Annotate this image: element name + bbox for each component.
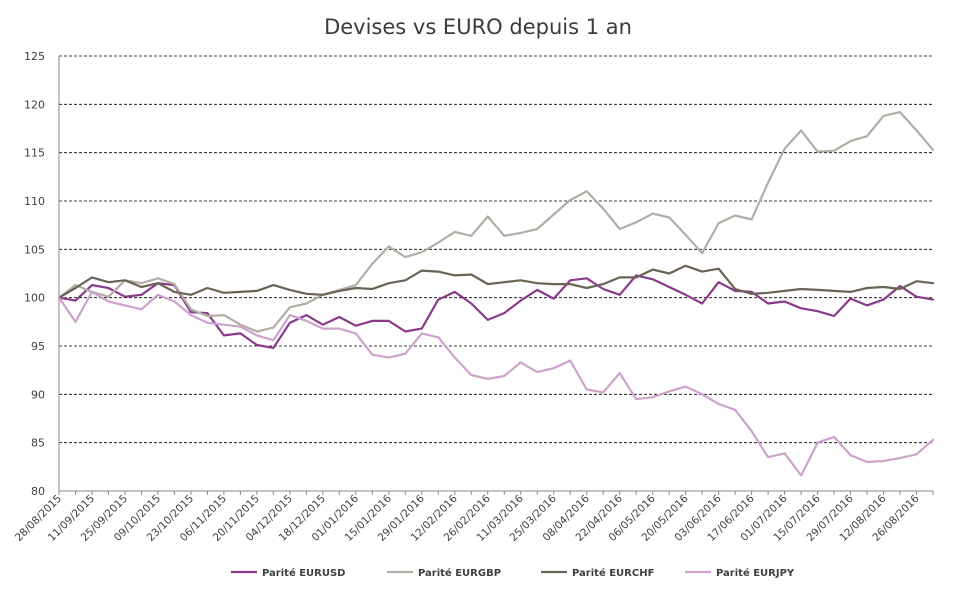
legend-label: Parité EURGBP — [418, 567, 501, 579]
y-axis: 80 85 90 95 100 105 110 115 120 125 — [24, 50, 45, 498]
y-tick-label: 110 — [24, 195, 45, 208]
y-tick-label: 125 — [24, 50, 45, 63]
y-tick-label: 95 — [31, 340, 45, 353]
legend-label: Parité EURCHF — [572, 567, 654, 579]
series-line-parité-eurchf — [57, 264, 935, 299]
y-tick-label: 105 — [24, 243, 45, 256]
series-line-parité-eurjpy — [57, 290, 935, 477]
legend-label: Parité EURJPY — [716, 567, 795, 579]
x-axis: 28/08/201511/09/201525/09/201509/10/2015… — [13, 491, 934, 544]
series-line-parité-eurgbp — [57, 111, 935, 333]
y-tick-label: 115 — [24, 147, 45, 160]
legend: Parité EURUSD Parité EURGBP Parité EURCHF P… — [231, 567, 795, 579]
series-lines — [57, 111, 935, 477]
legend-label: Parité EURUSD — [262, 567, 346, 579]
y-tick-label: 100 — [24, 292, 45, 305]
gridlines — [58, 55, 933, 492]
y-tick-label: 85 — [31, 437, 45, 450]
series-line-parité-eurusd — [57, 274, 935, 349]
y-tick-label: 90 — [31, 388, 45, 401]
chart-title: Devises vs EURO depuis 1 an — [324, 15, 632, 39]
y-tick-label: 120 — [24, 98, 45, 111]
y-tick-label: 80 — [31, 485, 45, 498]
